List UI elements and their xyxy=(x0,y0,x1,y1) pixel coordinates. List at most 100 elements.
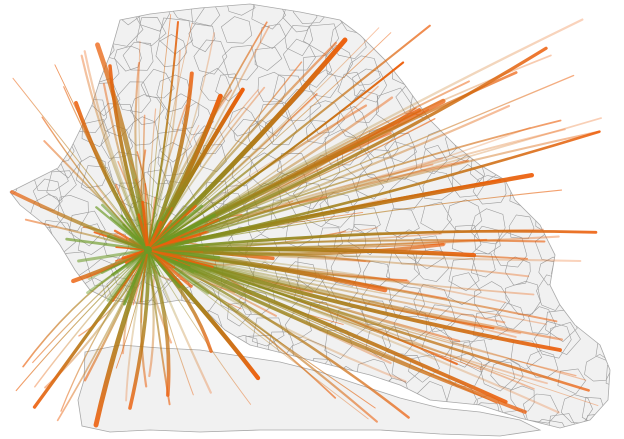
flow-line xyxy=(146,248,508,404)
cell-boundary xyxy=(503,77,531,106)
cell-boundary xyxy=(77,223,108,255)
flow-line xyxy=(146,248,212,394)
cell-boundary xyxy=(10,362,33,395)
flow-line xyxy=(147,14,172,251)
flow-line-local xyxy=(146,220,163,252)
cell-boundary xyxy=(595,332,610,363)
cell-boundary xyxy=(403,56,435,87)
cell-boundary xyxy=(10,47,28,83)
cell-boundary xyxy=(10,249,33,283)
cell-boundary xyxy=(510,385,535,412)
cell-boundary xyxy=(75,155,106,189)
flow-line-local xyxy=(141,200,150,252)
cell-boundary xyxy=(222,44,258,81)
flow-line xyxy=(146,248,378,423)
cell-boundary xyxy=(476,25,512,60)
flow-line-local xyxy=(146,237,181,252)
cell-boundary xyxy=(251,4,286,30)
cell-boundary xyxy=(500,4,528,19)
cell-boundary xyxy=(51,17,77,45)
cell-boundary xyxy=(602,400,610,428)
cell-boundary xyxy=(51,410,84,428)
cell-boundary xyxy=(573,274,607,308)
flow-line xyxy=(146,248,562,352)
cell-boundary xyxy=(284,25,314,57)
flow-line xyxy=(128,248,151,410)
cell-boundary xyxy=(579,137,610,178)
flow-line-local xyxy=(95,206,150,252)
cell-boundary xyxy=(582,65,610,99)
cell-boundary xyxy=(560,195,596,229)
cell-boundary xyxy=(53,4,92,29)
flow-line-local xyxy=(112,249,149,277)
cell-boundary xyxy=(352,68,388,103)
flow-line xyxy=(32,249,149,364)
cell-boundary xyxy=(10,148,25,183)
cell-boundary xyxy=(10,99,29,128)
cell-boundary xyxy=(10,308,31,339)
cell-boundary xyxy=(10,83,16,111)
cell-boundary xyxy=(19,330,52,362)
cell-boundary xyxy=(155,34,188,68)
cell-boundary xyxy=(530,418,569,428)
cell-boundary xyxy=(325,44,353,79)
cell-boundary xyxy=(533,321,572,359)
flow-line-local xyxy=(146,219,173,252)
flow-line xyxy=(34,249,149,388)
cell-boundary xyxy=(353,207,381,235)
cell-boundary xyxy=(231,155,260,187)
cell-boundary xyxy=(437,20,471,49)
cell-boundary xyxy=(292,182,324,210)
cell-boundary xyxy=(613,248,624,281)
cell-boundary xyxy=(493,232,528,268)
cell-boundary xyxy=(284,221,314,248)
cell-boundary xyxy=(474,281,511,319)
cell-boundary xyxy=(130,94,165,125)
cell-boundary xyxy=(128,116,159,146)
cell-boundary xyxy=(158,17,193,55)
cell-boundary xyxy=(156,74,191,113)
cell-boundary xyxy=(419,17,448,46)
cell-boundary xyxy=(305,120,330,145)
flow-line xyxy=(80,54,150,252)
flow-line-local xyxy=(147,196,156,251)
cell-boundary xyxy=(373,19,400,49)
cell-boundary xyxy=(10,226,30,257)
cell-boundary xyxy=(494,302,525,330)
cell-boundary xyxy=(10,15,26,43)
cell-boundary xyxy=(589,316,610,341)
flow-line-local xyxy=(146,248,221,260)
cell-boundary xyxy=(57,194,89,232)
cell-boundary xyxy=(10,327,30,364)
flow-line xyxy=(147,248,528,260)
cell-boundary xyxy=(63,68,88,93)
cell-boundary xyxy=(319,192,356,228)
flow-line xyxy=(146,248,171,397)
cell-boundary xyxy=(447,4,483,26)
flow-line-local xyxy=(146,248,214,268)
cell-boundary xyxy=(554,233,587,270)
cell-boundary xyxy=(619,387,624,420)
flow-line xyxy=(146,229,598,252)
flow-line xyxy=(147,249,599,407)
cell-boundary xyxy=(122,41,154,71)
flow-line-local xyxy=(147,249,219,262)
flow-line-local xyxy=(147,249,204,253)
cell-boundary xyxy=(612,235,624,271)
cell-boundary xyxy=(449,340,474,368)
cell-boundary xyxy=(135,17,167,47)
cell-boundary xyxy=(254,46,283,71)
cell-boundary xyxy=(551,253,587,287)
cell-boundary xyxy=(470,208,506,245)
cell-boundary xyxy=(471,50,502,81)
flow-line xyxy=(54,64,149,251)
cell-boundary xyxy=(583,254,610,289)
cell-boundary xyxy=(28,194,66,229)
cell-boundary xyxy=(27,253,60,279)
cell-boundary xyxy=(15,58,46,83)
flow-line xyxy=(147,249,252,405)
cell-boundary xyxy=(225,4,256,16)
flow-line-local xyxy=(88,249,149,280)
cell-boundary xyxy=(591,134,610,163)
